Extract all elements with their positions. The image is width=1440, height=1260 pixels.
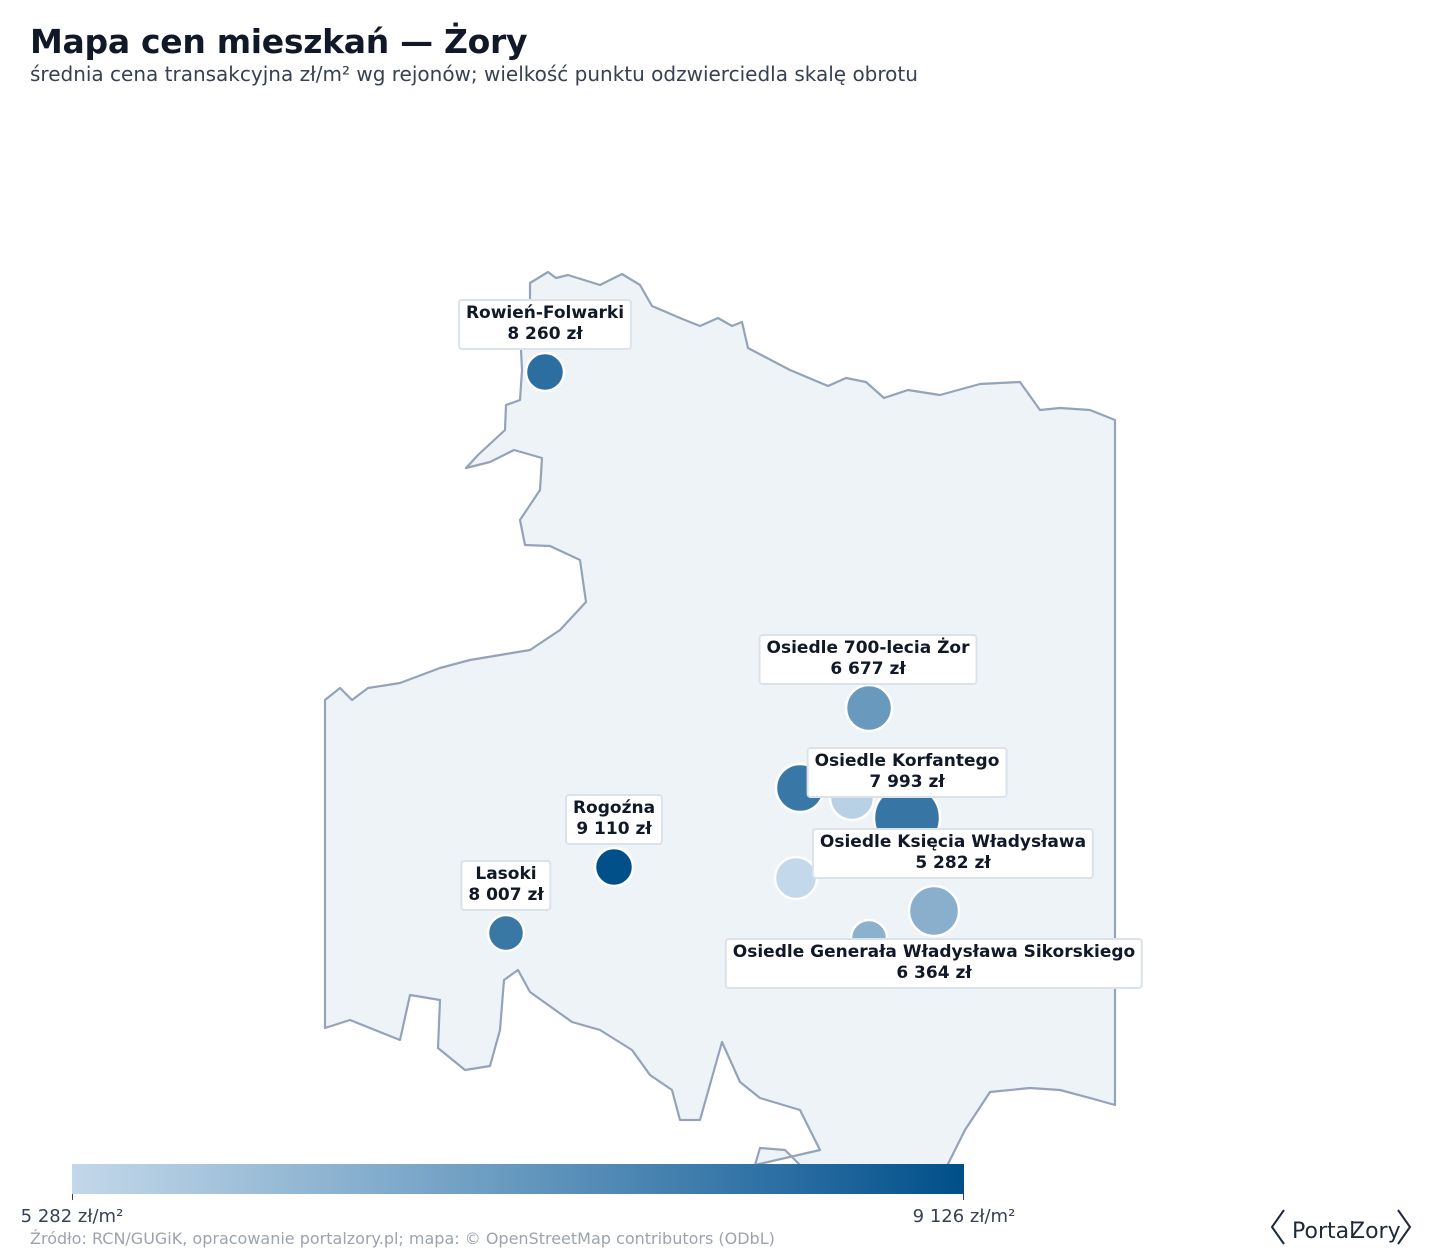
source-note: Źródło: RCN/GUGiK, opracowanie portalzor… [30, 1229, 775, 1248]
district-name: Osiedle 700-lecia Żor [766, 638, 970, 658]
district-label: Osiedle Generała Władysława Sikorskiego 6… [724, 938, 1144, 989]
district-name: Osiedle Korfantego [814, 751, 1000, 771]
district-label: Rogoźna 9 110 zł [564, 794, 664, 845]
district-price: 7 993 zł [869, 772, 945, 792]
price-colorbar [72, 1164, 964, 1194]
colorbar-min-label: 5 282 zł/m² [20, 1206, 124, 1227]
city-boundary [323, 270, 1117, 1192]
district-name: Lasoki [475, 864, 537, 884]
district-marker[interactable] [773, 855, 819, 901]
district-price: 9 110 zł [576, 819, 652, 839]
map-title: Mapa cen mieszkań — Żory [30, 22, 528, 61]
district-marker[interactable] [844, 683, 894, 733]
colorbar-max-label: 9 126 zł/m² [912, 1206, 1016, 1227]
district-marker[interactable] [524, 351, 566, 393]
logo-text-portal: Portal [1292, 1219, 1355, 1244]
portalzory-logo[interactable]: Portal Zory [1268, 1204, 1414, 1250]
logo-text-zory: Zory [1350, 1219, 1401, 1244]
district-name: Rowień-Folwarki [465, 303, 625, 323]
district-label: Osiedle Korfantego 7 993 zł [806, 747, 1008, 798]
district-name: Rogoźna [572, 798, 656, 818]
district-label: Lasoki 8 007 zł [460, 860, 552, 911]
district-name: Osiedle Generała Władysława Sikorskiego [732, 942, 1136, 962]
map-subtitle: średnia cena transakcyjna zł/m² wg rejon… [30, 62, 918, 86]
district-label: Osiedle Księcia Władysława 5 282 zł [811, 828, 1095, 879]
district-price: 6 364 zł [896, 963, 972, 983]
district-price: 5 282 zł [915, 853, 991, 873]
colorbar-tick-min [72, 1194, 73, 1200]
district-label: Rowień-Folwarki 8 260 zł [457, 299, 633, 350]
district-price: 8 007 zł [468, 885, 544, 905]
colorbar-tick-max [963, 1194, 964, 1200]
district-label: Osiedle 700-lecia Żor 6 677 zł [758, 634, 978, 685]
district-marker[interactable] [907, 884, 961, 938]
district-marker[interactable] [593, 846, 635, 888]
district-price: 6 677 zł [830, 659, 906, 679]
district-name: Osiedle Księcia Władysława [819, 832, 1087, 852]
district-price: 8 260 zł [507, 324, 583, 344]
district-marker[interactable] [486, 913, 526, 953]
